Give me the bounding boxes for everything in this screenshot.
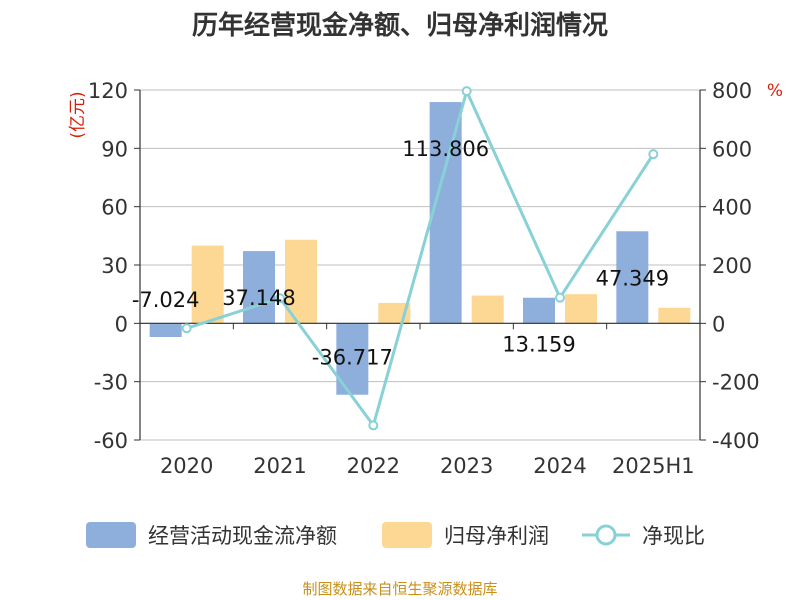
data-label-cashflow: 113.806 [402,137,489,161]
left-tick-label: -60 [94,429,128,453]
x-tick-label: 2022 [347,454,400,478]
left-tick-label: -30 [94,371,128,395]
left-tick-label: 30 [101,254,128,278]
right-tick-label: 600 [712,137,752,161]
bar-cashflow [616,231,649,324]
left-tick-label: 60 [101,196,128,220]
legend: 经营活动现金流净额 归母净利润 净现比 [86,522,705,548]
right-tick-label: 400 [712,196,752,220]
ratio-point [555,292,565,303]
source-note: 制图数据来自恒生聚源数据库 [302,580,497,598]
axes-layer: 120 90 60 30 0 -30 -60 800 600 400 200 0 -200 -400 202… [88,79,760,478]
data-labels-layer: -7.024 37.148 -36.717 113.806 13.159 47.349 [132,137,669,370]
ratio-point [275,293,285,304]
data-label-cashflow: 13.159 [502,333,575,357]
bar-profit [191,245,224,324]
x-tick-label: 2024 [533,454,586,478]
right-tick-label: -400 [712,429,760,453]
left-tick-label: 90 [101,137,128,161]
ratio-point [181,323,192,334]
bar-cashflow [243,251,275,324]
legend-label-cashflow: 经营活动现金流净额 [148,524,337,548]
chart-title: 历年经营现金净额、归母净利润情况 [192,10,608,41]
bar-profit [658,307,691,324]
data-label-cashflow: 47.349 [596,266,669,290]
ratio-point [648,149,659,160]
ratio-point [461,86,472,97]
x-tick-label: 2023 [440,454,493,478]
ratio-point [368,420,379,431]
legend-swatch-cashflow [86,522,136,548]
right-tick-label: 200 [712,254,752,278]
x-tick-label: 2025H1 [612,454,695,478]
bar-profit [471,295,504,324]
bar-cashflow [523,297,555,324]
x-tick-label: 2020 [160,454,213,478]
x-tick-label: 2021 [253,454,306,478]
left-axis-unit: (亿元) [68,91,88,138]
ratio-line-layer [181,86,659,431]
left-tick-label: 0 [115,312,128,336]
legend-label-profit: 归母净利润 [444,524,549,548]
right-tick-label: -200 [712,371,760,395]
bar-cashflow [149,323,182,337]
bar-profit [285,239,317,324]
ratio-line [186,89,655,427]
bar-profit [565,294,597,324]
data-label-cashflow: 37.148 [222,286,295,310]
legend-swatch-profit [382,522,432,548]
legend-label-ratio: 净现比 [642,524,705,548]
right-axis-unit: % [767,81,783,101]
data-label-cashflow: -36.717 [312,346,393,370]
right-tick-label: 0 [712,312,725,336]
right-tick-label: 800 [712,79,752,103]
data-label-cashflow: -7.024 [132,288,200,312]
left-tick-label: 120 [88,79,128,103]
bar-cashflow [429,102,462,324]
legend-swatch-ratio-marker [595,524,617,546]
